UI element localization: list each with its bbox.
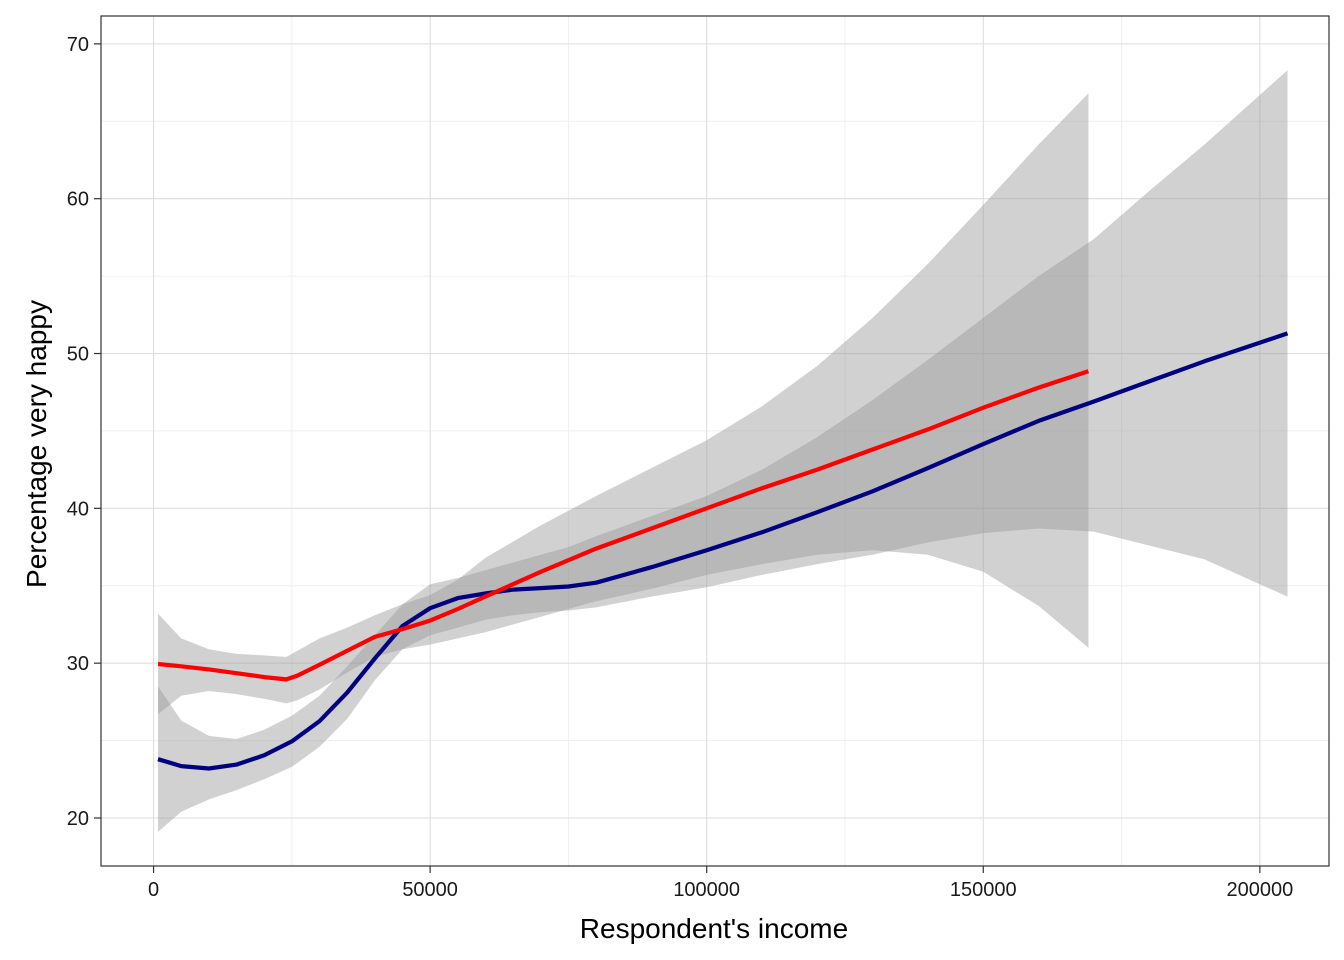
panel-frame [100, 15, 1330, 867]
y-tick-label: 30 [67, 653, 89, 675]
x-axis-title: Respondent's income [580, 913, 848, 944]
x-tick-label: 100000 [673, 879, 740, 901]
confidence-ribbon-1 [158, 70, 1288, 832]
panel-background [101, 16, 1329, 866]
series-line-1 [157, 331, 1289, 771]
x-tick-label: 200000 [1226, 879, 1293, 901]
minor-gridlines [101, 16, 1329, 866]
series-line-2 [157, 369, 1090, 682]
y-tick-label: 40 [67, 498, 89, 520]
y-tick-label: 50 [67, 344, 89, 366]
panel-border [100, 15, 1330, 867]
y-axis-ticks: 20 30 40 50 60 70 [67, 34, 101, 830]
major-gridlines [101, 16, 1329, 866]
y-tick-label: 20 [67, 808, 89, 830]
y-axis-title: Percentage very happy [21, 300, 52, 588]
x-tick-label: 50000 [402, 879, 458, 901]
x-tick-label: 0 [148, 879, 159, 901]
confidence-ribbons [158, 70, 1288, 832]
x-axis-ticks: 0 50000 100000 150000 200000 [148, 866, 1293, 901]
plot-panel [101, 16, 1329, 866]
confidence-ribbon-3 [158, 93, 1089, 715]
y-tick-label: 60 [67, 189, 89, 211]
x-tick-label: 150000 [950, 879, 1017, 901]
series-lines [157, 331, 1289, 771]
y-tick-label: 70 [67, 34, 89, 56]
